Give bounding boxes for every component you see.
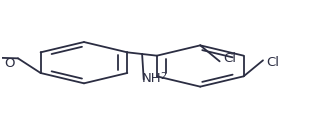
Text: 2: 2	[160, 72, 167, 81]
Text: Cl: Cl	[266, 56, 279, 69]
Text: NH: NH	[142, 72, 162, 85]
Text: Cl: Cl	[223, 52, 236, 65]
Text: O: O	[4, 57, 15, 70]
